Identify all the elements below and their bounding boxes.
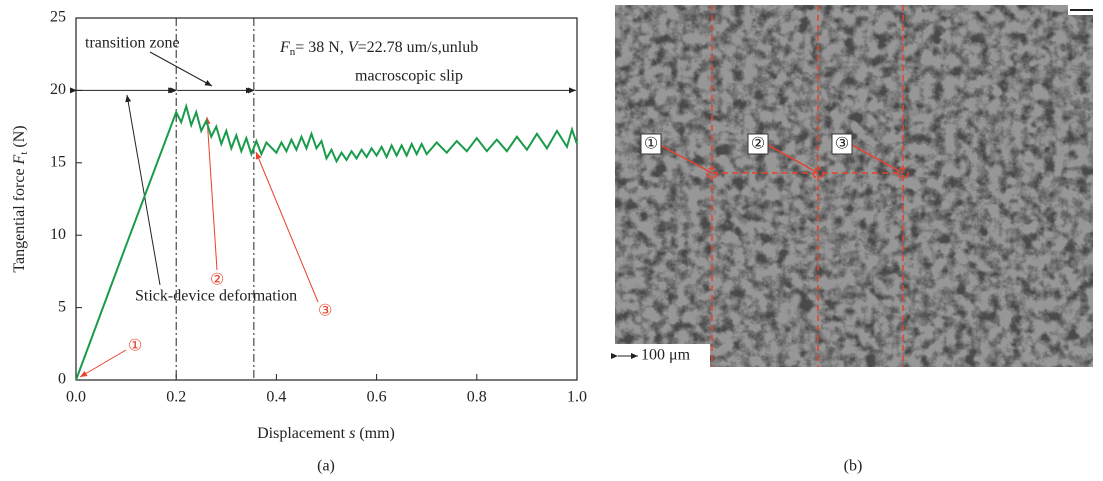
annotation: Stick-device deformation	[135, 288, 297, 305]
annotation: transition zone	[85, 35, 180, 52]
annotation: macroscopic slip	[355, 68, 463, 85]
annotation-arrow	[125, 94, 161, 286]
y-tick-label: 0	[58, 371, 66, 388]
data-line	[75, 102, 578, 381]
x-tick-label: 0.2	[166, 389, 186, 406]
y-axis-label: Tangential force Ft (N)	[11, 125, 30, 272]
y-tick-label: 10	[50, 226, 66, 243]
x-tick-label: 1.0	[567, 389, 587, 406]
scale-bar-bg	[615, 344, 710, 367]
y-tick-label: 15	[50, 153, 66, 170]
panel-label: (a)	[317, 458, 335, 475]
sem-texture	[615, 5, 1093, 367]
x-axis-label: Displacement s (mm)	[257, 425, 395, 442]
x-tick-label: 0.6	[367, 389, 387, 406]
scale-bar-label: 100 μm	[641, 347, 691, 364]
panel-label: (b)	[844, 458, 863, 475]
sem-label-boxes	[640, 133, 853, 155]
x-tick-label: 0.4	[266, 389, 286, 406]
y-tick-label: 20	[50, 81, 66, 98]
sem-label: ②	[751, 136, 765, 153]
sem-pointers	[659, 144, 904, 174]
point-label: ①	[128, 338, 142, 355]
y-tick-label: 5	[58, 298, 66, 315]
annotation-arrow	[149, 51, 213, 87]
sem-label: ③	[835, 136, 849, 153]
point-pointer	[79, 349, 127, 378]
x-tick-label: 0.0	[66, 389, 86, 406]
point-pointer	[204, 116, 218, 271]
sem-guides	[706, 5, 909, 367]
y-tick-label: 25	[50, 9, 66, 26]
annotation: Fn= 38 N, V=22.78 um/s,unlub	[279, 39, 478, 58]
x-tick-label: 0.8	[467, 389, 487, 406]
point-label: ②	[210, 272, 224, 289]
point-pointer	[255, 151, 319, 303]
sem-label: ①	[644, 136, 658, 153]
point-label: ③	[318, 303, 332, 320]
plot-frame	[75, 17, 578, 381]
